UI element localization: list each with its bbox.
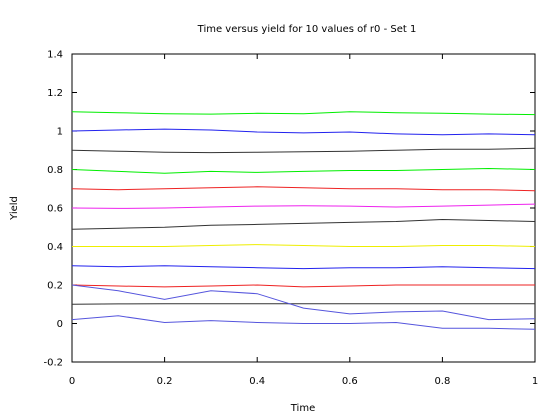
chart-title: Time versus yield for 10 values of r0 - … xyxy=(197,24,417,35)
series-line-3 xyxy=(71,147,536,154)
x-tick-label: 0.6 xyxy=(342,376,358,387)
series-line-4 xyxy=(71,167,536,174)
series-line-12 xyxy=(71,284,536,321)
tick-labels: 0 0.2 0.4 0.6 0.8 1 -0.2 0 0.2 0.4 0.6 0.8 1 1.2 1.4 xyxy=(43,50,538,388)
series-line-7 xyxy=(71,218,536,230)
y-tick-label: 0.6 xyxy=(47,204,63,215)
x-tick-label: 0.8 xyxy=(434,376,450,387)
series-line-11 xyxy=(71,303,535,305)
x-tick-label: 0.2 xyxy=(157,376,173,387)
series-line-1 xyxy=(71,111,536,116)
series-line-13 xyxy=(71,315,536,330)
series-line-10 xyxy=(71,284,535,288)
y-tick-label: 0.2 xyxy=(47,281,63,292)
series-line-8 xyxy=(72,244,536,247)
series-line-9 xyxy=(71,265,536,270)
series-line-2 xyxy=(71,128,536,136)
y-tick-label: 0 xyxy=(57,319,63,330)
y-tick-label: 1 xyxy=(57,127,63,138)
y-tick-label: 0.8 xyxy=(47,165,63,176)
y-tick-label: 1.2 xyxy=(47,88,63,99)
x-tick-label: 0 xyxy=(69,376,75,387)
y-tick-label: 1.4 xyxy=(47,50,63,61)
series-line-6 xyxy=(71,203,536,209)
y-tick-label: 0.4 xyxy=(47,242,63,253)
series-line-5 xyxy=(71,186,536,192)
y-axis-label: Yield xyxy=(9,196,20,221)
x-axis-label: Time xyxy=(290,403,315,414)
x-tick-label: 0.4 xyxy=(249,376,265,387)
series-lines xyxy=(71,111,536,330)
y-tick-label: -0.2 xyxy=(43,358,63,369)
x-tick-label: 1 xyxy=(532,376,538,387)
